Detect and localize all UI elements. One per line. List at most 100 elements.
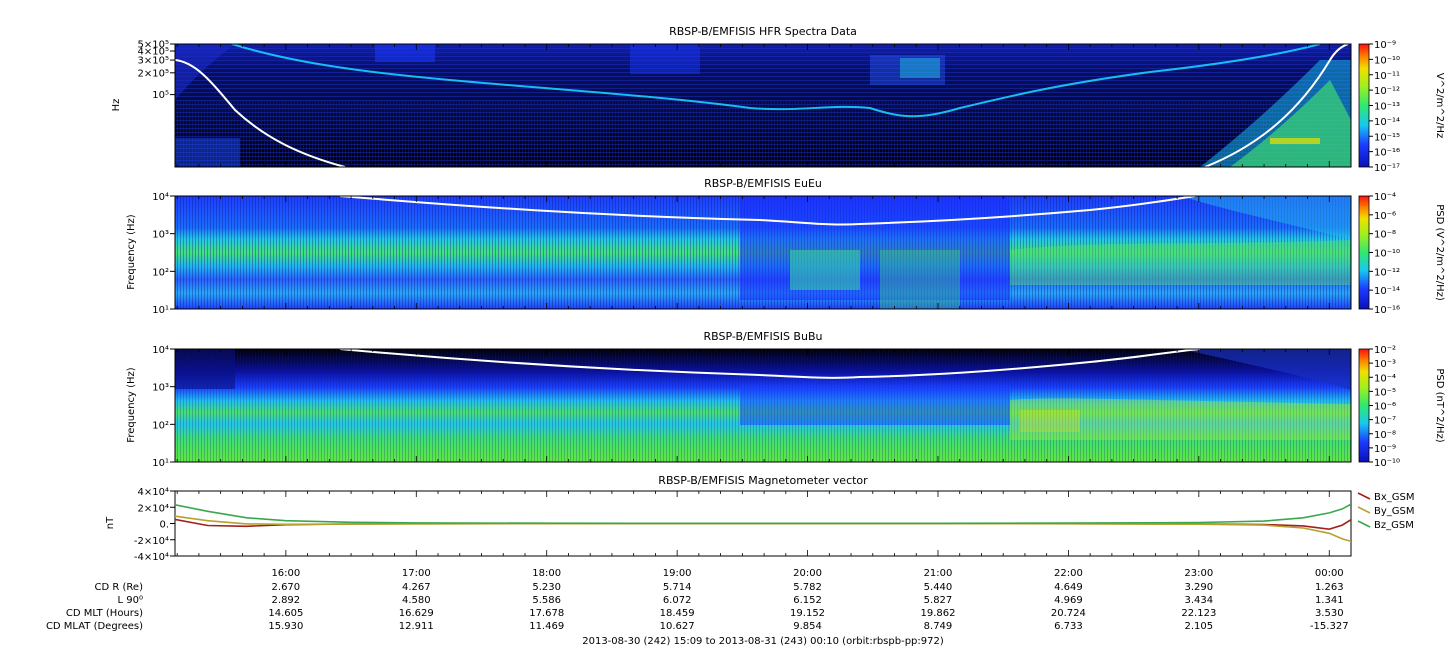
legend-label: Bx_GSM: [1374, 492, 1415, 503]
panel1-white-curve-right: [1204, 44, 1349, 167]
ephemeris-value: 5.230: [532, 582, 561, 593]
panel2-colorbar: 10⁻⁴ 10⁻⁶ 10⁻⁸ 10⁻¹⁰ 10⁻¹² 10⁻¹⁴ 10⁻¹⁶ PSD (V^2…: [1358, 192, 1445, 316]
panel2-title: RBSP-B/EMFISIS EuEu: [704, 177, 822, 190]
x-ticks: [176, 44, 1352, 556]
ephemeris-value: 5.440: [924, 582, 953, 593]
colorbar-tick-label: 10⁻⁵: [1374, 387, 1396, 398]
colorbar-tick-label: 10⁻⁴: [1374, 192, 1396, 203]
panel2-ytick-label: 10⁴: [152, 192, 169, 203]
colorbar-tick-label: 10⁻⁸: [1374, 230, 1396, 241]
panel1-ytick-label: 4×10⁵: [138, 47, 169, 58]
colorbar-label: V^2/m^2/Hz: [1434, 73, 1445, 139]
panel1-ytick-label: 10⁵: [152, 90, 169, 101]
colorbar-label: PSD (V^2/m^2/Hz): [1434, 204, 1445, 301]
colorbar-tick-label: 10⁻¹⁴: [1374, 117, 1400, 128]
colorbar-scale: [1358, 43, 1370, 168]
panel3-ytick-label: 10¹: [152, 458, 169, 469]
ephemeris-value: 1.263: [1315, 582, 1344, 593]
ephemeris-row-label: CD R (Re): [95, 582, 144, 593]
legend-label: By_GSM: [1374, 506, 1415, 517]
colorbar-tick-label: 10⁻³: [1374, 359, 1396, 370]
panel1-ytick-label: 2×10⁵: [138, 68, 169, 79]
ephemeris-value: 4.649: [1054, 582, 1083, 593]
panel3-ylabel: Frequency (Hz): [126, 367, 137, 443]
x-tick-label: 22:00: [1054, 568, 1083, 579]
panel4-ytick-label: 4×10⁴: [138, 487, 169, 498]
ephemeris-value: 20.724: [1051, 608, 1086, 619]
ephemeris-value: 12.911: [399, 621, 434, 632]
panel3-white-curve: [339, 349, 1201, 379]
x-tick-label: 20:00: [793, 568, 822, 579]
panel4-legend: Bx_GSM By_GSM Bz_GSM: [1357, 492, 1415, 531]
panel4-ylabel: nT: [105, 516, 116, 529]
panel1-title: RBSP-B/EMFISIS HFR Spectra Data: [669, 25, 857, 38]
ephemeris-value: 6.152: [793, 595, 822, 606]
series-Bz_GSM: [175, 503, 1351, 525]
panel3-ytick-label: 10⁴: [152, 345, 169, 356]
colorbar-scale: [1358, 195, 1370, 310]
panel4-lines: [175, 503, 1351, 543]
colorbar-tick-label: 10⁻¹⁶: [1374, 148, 1400, 159]
colorbar-tick-label: 10⁻¹⁰: [1374, 249, 1400, 260]
colorbar-tick-label: 10⁻¹⁰: [1374, 55, 1400, 66]
panel2-ytick-label: 10¹: [152, 305, 169, 316]
time-range-footer: 2013-08-30 (242) 15:09 to 2013-08-31 (24…: [582, 636, 944, 647]
panel1-ytick-label: 3×10⁵: [138, 56, 169, 67]
x-tick-label: 21:00: [924, 568, 953, 579]
colorbar-tick-label: 10⁻¹³: [1374, 102, 1400, 113]
ephemeris-value: -15.327: [1310, 621, 1349, 632]
ephemeris-value: 16.629: [399, 608, 434, 619]
panel4-ytick-label: -4×10⁴: [134, 552, 169, 563]
colorbar-tick-label: 10⁻¹⁴: [1374, 286, 1400, 297]
ephemeris-value: 17.678: [529, 608, 564, 619]
panel2-spectrogram: [175, 196, 1351, 309]
x-tick-label: 00:00: [1315, 568, 1344, 579]
colorbar-tick-label: 10⁻⁶: [1374, 402, 1396, 413]
ephemeris-value: 4.969: [1054, 595, 1083, 606]
colorbar-tick-label: 10⁻⁴: [1374, 373, 1396, 384]
colorbar-label: PSD (nT^2/Hz): [1434, 368, 1445, 442]
ephemeris-value: 3.434: [1185, 595, 1214, 606]
colorbar-tick-label: 10⁻⁷: [1374, 416, 1396, 427]
panel2-yticks: 10⁴ 10³ 10² 10¹: [152, 192, 175, 316]
colorbar-tick-label: 10⁻¹⁷: [1374, 163, 1400, 174]
panel3-ytick-label: 10³: [152, 383, 169, 394]
ephemeris-value: 2.892: [272, 595, 301, 606]
ephemeris-value: 19.152: [790, 608, 825, 619]
colorbar-tick-label: 10⁻⁸: [1374, 430, 1396, 441]
ephemeris-value: 18.459: [660, 608, 695, 619]
ephemeris-value: 4.580: [402, 595, 431, 606]
x-tick-label: 23:00: [1184, 568, 1213, 579]
ephemeris-value: 6.733: [1054, 621, 1083, 632]
panel1-white-curve-left: [175, 59, 346, 167]
colorbar-tick-label: 10⁻⁹: [1374, 444, 1396, 455]
panel3-spectrogram: [175, 349, 1351, 462]
legend-swatch-By_GSM: [1357, 506, 1371, 514]
panel3-yticks: 10⁴ 10³ 10² 10¹: [152, 345, 175, 469]
panel3-title: RBSP-B/EMFISIS BuBu: [704, 330, 823, 343]
ephemeris-value: 1.341: [1315, 595, 1344, 606]
ephemeris-value: 15.930: [268, 621, 303, 632]
legend-label: Bz_GSM: [1374, 520, 1414, 531]
panel4-title: RBSP-B/EMFISIS Magnetometer vector: [658, 474, 868, 487]
ephemeris-value: 10.627: [660, 621, 695, 632]
ephemeris-row-label: CD MLT (Hours): [66, 608, 143, 619]
x-tick-label: 18:00: [532, 568, 561, 579]
panel4-ytick-label: 2×10⁴: [138, 503, 169, 514]
panel4-ytick-label: 0.: [159, 520, 169, 531]
colorbar-tick-label: 10⁻¹¹: [1374, 71, 1400, 82]
panel2-white-curve: [339, 196, 1196, 226]
panel4-yticks: 4×10⁴ 2×10⁴ 0. -2×10⁴ -4×10⁴: [134, 487, 175, 563]
x-tick-label: 16:00: [271, 568, 300, 579]
panel2-ytick-label: 10²: [152, 267, 169, 278]
colorbar-tick-label: 10⁻¹²: [1374, 267, 1400, 278]
panel2-ytick-label: 10³: [152, 230, 169, 241]
colorbar-tick-label: 10⁻⁹: [1374, 40, 1396, 51]
colorbar-tick-label: 10⁻¹⁵: [1374, 132, 1400, 143]
colorbar-tick-label: 10⁻¹⁰: [1374, 458, 1400, 469]
ephemeris-value: 3.290: [1185, 582, 1214, 593]
ephemeris-value: 5.827: [924, 595, 953, 606]
colorbar-tick-label: 10⁻²: [1374, 345, 1396, 356]
